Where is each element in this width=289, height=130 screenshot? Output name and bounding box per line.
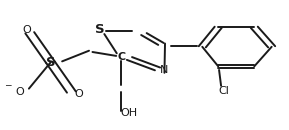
Text: N: N	[160, 65, 168, 75]
Text: O: O	[15, 87, 24, 97]
Text: S: S	[46, 56, 55, 69]
Text: O: O	[23, 25, 31, 35]
Text: Cl: Cl	[218, 86, 229, 96]
Text: C: C	[117, 52, 125, 62]
Text: OH: OH	[120, 108, 137, 118]
Text: −: −	[4, 81, 12, 90]
Text: O: O	[75, 89, 83, 99]
Text: S: S	[95, 23, 105, 36]
